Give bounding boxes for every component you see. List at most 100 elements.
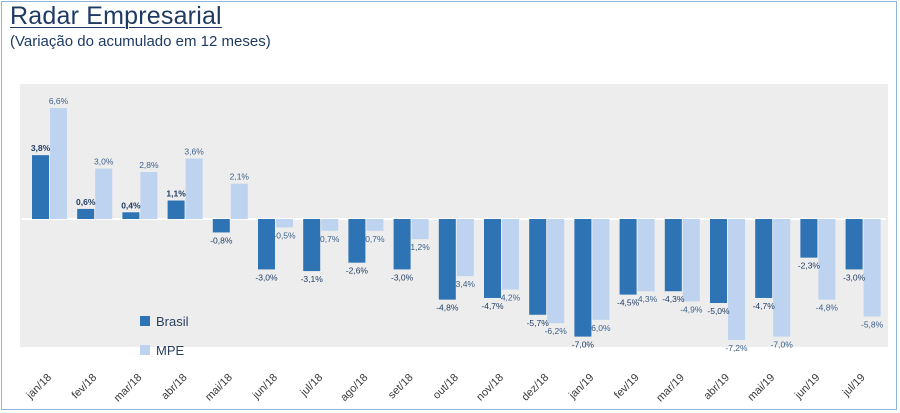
label-mpe-15: -7,2%	[725, 343, 748, 353]
bar-brasil-12	[574, 219, 592, 337]
bar-mpe-4	[230, 183, 248, 219]
label-mpe-4: 2,1%	[230, 172, 250, 182]
label-brasil-15: -5,0%	[707, 306, 730, 316]
label-mpe-2: 2,8%	[139, 160, 159, 170]
label-brasil-3: 1,1%	[166, 189, 186, 199]
label-mpe-12: 6,0%	[591, 323, 611, 333]
bar-mpe-7	[366, 219, 384, 231]
x-tick-label-18: jul/19	[840, 372, 868, 400]
x-tick-label-13: fev/19	[612, 372, 642, 402]
label-brasil-16: -4,7%	[753, 301, 776, 311]
label-brasil-2: 0,4%	[121, 200, 141, 210]
label-brasil-18: -3,0%	[843, 272, 866, 282]
bar-brasil-15	[710, 219, 727, 303]
bar-mpe-10	[502, 219, 519, 290]
label-mpe-1: 3,0%	[94, 157, 114, 167]
label-brasil-7: -2,6%	[346, 266, 369, 276]
label-mpe-10: 4,2%	[501, 293, 521, 303]
bar-brasil-9	[438, 219, 456, 300]
bar-mpe-18	[863, 219, 881, 317]
label-mpe-8: 1,2%	[410, 242, 430, 252]
label-mpe-14: -4,9%	[680, 304, 703, 314]
bar-mpe-17	[818, 219, 836, 300]
label-brasil-12: -7,0%	[572, 340, 595, 350]
label-mpe-6: 0,7%	[320, 234, 340, 244]
x-tick-label-3: abr/18	[159, 372, 190, 403]
label-brasil-8: -3,0%	[391, 272, 414, 282]
bar-mpe-1	[95, 168, 113, 219]
label-brasil-5: -3,0%	[255, 272, 278, 282]
bar-brasil-6	[303, 219, 321, 272]
legend-item-brasil: Brasil	[140, 313, 189, 329]
label-brasil-11: -5,7%	[527, 318, 550, 328]
x-tick-label-0: jan/18	[24, 372, 54, 402]
bar-mpe-2	[140, 171, 158, 219]
legend: Brasil MPE	[140, 313, 189, 371]
bar-brasil-17	[800, 219, 818, 258]
label-mpe-9: 3,4%	[456, 279, 476, 289]
label-brasil-4: -0,8%	[210, 235, 233, 245]
label-mpe-0: 6,6%	[49, 96, 69, 106]
x-tick-label-17: jun/19	[792, 372, 822, 402]
x-tick-label-7: ago/18	[338, 372, 370, 404]
bar-mpe-0	[50, 108, 67, 219]
label-mpe-13: -4,3%	[635, 294, 658, 304]
label-mpe-16: -7,0%	[771, 340, 794, 350]
label-brasil-1: 0,6%	[76, 197, 96, 207]
x-tick-label-4: mai/18	[203, 372, 235, 404]
legend-swatch-brasil	[140, 316, 150, 326]
bar-brasil-2	[122, 212, 140, 219]
label-mpe-7: 0,7%	[365, 234, 385, 244]
label-brasil-13: -4,5%	[617, 298, 640, 308]
bar-mpe-11	[547, 219, 565, 324]
x-tick-label-5: jun/18	[250, 372, 280, 402]
x-tick-label-11: dez/18	[519, 372, 551, 404]
bar-mpe-6	[321, 219, 339, 231]
bar-mpe-15	[728, 219, 745, 340]
bar-brasil-7	[348, 219, 366, 263]
chart-title: Radar Empresarial	[10, 2, 222, 30]
legend-item-mpe: MPE	[140, 342, 189, 358]
x-tick-label-12: jan/19	[566, 372, 596, 402]
bar-mpe-3	[185, 158, 203, 219]
label-mpe-17: -4,8%	[816, 303, 839, 313]
bar-brasil-3	[167, 200, 185, 219]
x-tick-label-14: mar/19	[654, 372, 687, 405]
legend-swatch-mpe	[140, 345, 150, 355]
x-tick-label-8: set/18	[386, 372, 416, 402]
bar-brasil-1	[77, 208, 95, 219]
bar-brasil-8	[393, 219, 411, 270]
legend-label-mpe: MPE	[156, 342, 185, 358]
bar-brasil-11	[529, 219, 547, 315]
legend-label-brasil: Brasil	[156, 313, 189, 329]
label-mpe-18: -5,8%	[861, 319, 884, 329]
x-tick-label-2: mar/18	[112, 372, 145, 405]
x-tick-label-15: abr/19	[702, 372, 733, 403]
label-brasil-14: -4,3%	[662, 294, 685, 304]
x-tick-label-9: out/18	[431, 372, 461, 402]
bar-brasil-14	[664, 219, 682, 292]
label-mpe-11: -6,2%	[545, 326, 568, 336]
bar-mpe-8	[411, 219, 429, 240]
label-brasil-6: -3,1%	[301, 274, 324, 284]
label-mpe-5: -0,5%	[273, 230, 296, 240]
bar-brasil-10	[484, 219, 501, 298]
x-tick-label-1: fev/18	[70, 372, 100, 402]
bar-brasil-18	[845, 219, 863, 270]
bar-mpe-12	[592, 219, 610, 320]
bar-brasil-13	[619, 219, 637, 295]
bar-mpe-13	[637, 219, 655, 292]
bar-mpe-14	[682, 219, 700, 302]
x-tick-label-6: jul/18	[298, 372, 326, 400]
label-brasil-0: 3,8%	[31, 143, 51, 153]
bar-brasil-5	[258, 219, 275, 270]
label-brasil-9: -4,8%	[436, 303, 459, 313]
bar-mpe-16	[773, 219, 791, 337]
chart-subtitle: (Variação do acumulado em 12 meses)	[10, 33, 271, 50]
bar-brasil-16	[755, 219, 773, 298]
bar-mpe-5	[276, 219, 293, 228]
bar-mpe-9	[456, 219, 474, 277]
bar-brasil-4	[212, 219, 230, 233]
label-brasil-10: -4,7%	[481, 301, 504, 311]
